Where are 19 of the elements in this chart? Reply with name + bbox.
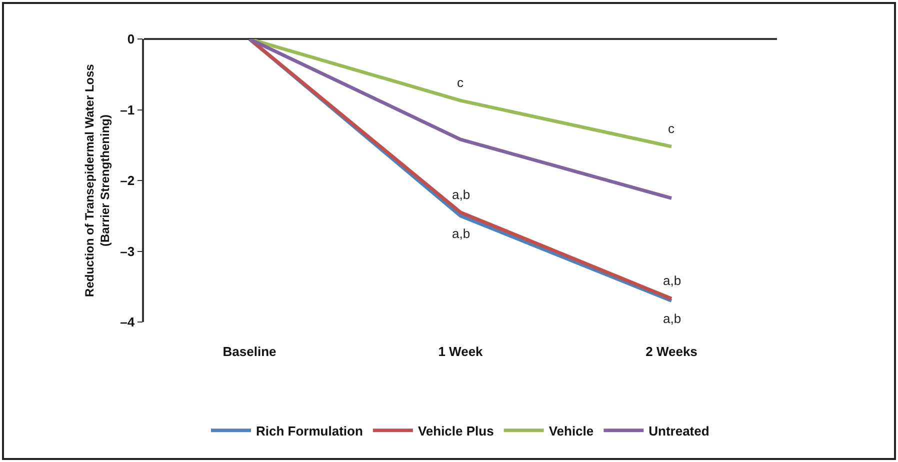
y-tick-label: –3	[120, 244, 135, 259]
legend-label: Rich Formulation	[256, 423, 363, 438]
legend-label: Vehicle Plus	[418, 423, 494, 438]
legend-label: Vehicle	[548, 423, 594, 438]
annotation: a,b	[452, 226, 470, 241]
y-tick-label: –1	[120, 102, 135, 118]
x-tick-label: 2 Weeks	[646, 344, 698, 359]
y-tick-label: –4	[120, 314, 136, 330]
legend-label: Untreated	[648, 423, 710, 438]
x-tick-label: 1 Week	[438, 344, 484, 359]
annotation: c	[668, 121, 675, 136]
y-tick-label: 0	[127, 32, 135, 47]
annotation: c	[457, 75, 464, 90]
x-tick-label: Baseline	[222, 344, 276, 359]
y-tick-label: –2	[120, 173, 135, 188]
y-axis-title: Reduction of Transepidermal Water Loss (Barrier Strengthening)	[82, 64, 112, 297]
annotation: a,b	[663, 273, 682, 288]
annotation: a,b	[663, 311, 682, 326]
annotation: a,b	[452, 187, 470, 202]
